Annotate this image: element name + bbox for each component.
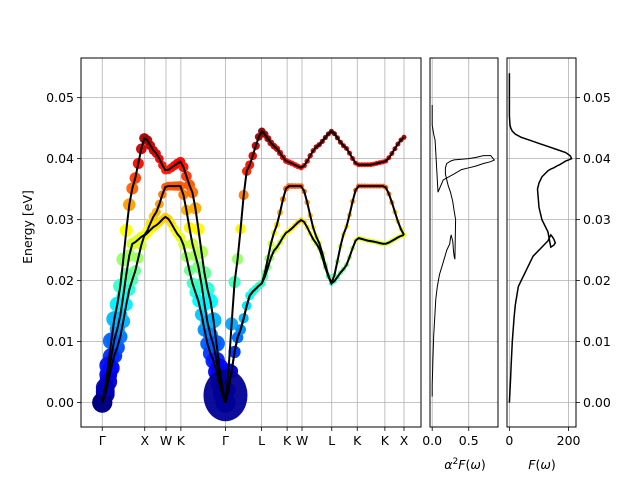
dispersion-x-tick-label: K (177, 433, 186, 448)
dispersion-y-tick-label: 0.05 (46, 90, 74, 105)
dispersion-lines (101, 129, 405, 403)
dos-y-tick-label: 0.03 (583, 212, 611, 227)
dispersion-x-tick-label: Γ (222, 433, 229, 448)
dos-y-tick-label: 0.04 (583, 151, 611, 166)
dispersion-x-tick-label: Γ (99, 433, 106, 448)
dispersion-branch-line (101, 215, 227, 403)
dos-y-tick-label: 0.01 (583, 334, 611, 349)
dos-grid (507, 58, 576, 427)
dispersion-y-tick-label: 0.01 (46, 334, 74, 349)
dispersion-x-tick-label: W (296, 433, 308, 448)
dispersion-x-tick-label: L (328, 433, 335, 448)
dispersion-y-ticks: 0.00 0.01 0.02 0.03 0.04 0.05 (46, 90, 81, 410)
x-tick-label: 200 (557, 433, 581, 448)
dispersion-x-tick-label: W (160, 433, 172, 448)
dispersion-y-tick-label: 0.02 (46, 273, 74, 288)
eliashberg-line (431, 105, 496, 397)
eliashberg-x-ticks: 0.0 0.5 (422, 427, 479, 448)
dispersion-x-tick-label: X (400, 433, 409, 448)
dispersion-y-tick-label: 0.04 (46, 151, 74, 166)
dos-y-tick-label: 0.00 (583, 395, 611, 410)
eliashberg-frame (429, 57, 499, 428)
dispersion-x-tick-label: L (258, 433, 265, 448)
dos-panel: 0 200 0.00 0.01 0.02 0.03 0.04 0.05 F(ω) (505, 57, 611, 472)
x-tick-label: 0.0 (422, 433, 442, 448)
dispersion-x-tick-label: K (353, 433, 362, 448)
dispersion-x-tick-label: K (381, 433, 390, 448)
dos-x-axis-label: F(ω) (528, 457, 555, 472)
dos-y-tick-label: 0.05 (583, 90, 611, 105)
dos-y-tick-label: 0.02 (583, 273, 611, 288)
dispersion-branch-line (101, 136, 227, 403)
eliashberg-x-axis-label: α2F(ω) (444, 457, 485, 472)
dos-y-ticks: 0.00 0.01 0.02 0.03 0.04 0.05 (576, 90, 611, 410)
dos-x-ticks: 0 200 (505, 427, 581, 448)
dispersion-branch-line (224, 185, 405, 403)
dispersion-y-axis-label: Energy [eV] (20, 190, 35, 264)
dispersion-branch-line (101, 185, 227, 403)
dispersion-y-tick-label: 0.03 (46, 212, 74, 227)
dispersion-frame (80, 57, 422, 428)
dos-line (508, 73, 573, 403)
dispersion-branch-line (224, 129, 405, 403)
x-tick-label: 0.5 (459, 433, 479, 448)
dispersion-x-tick-label: K (283, 433, 292, 448)
eliashberg-panel: 0.0 0.5 α2F(ω) (422, 57, 499, 472)
dispersion-x-tick-label: X (140, 433, 149, 448)
dispersion-bubble (92, 392, 113, 413)
x-tick-label: 0 (505, 433, 513, 448)
dispersion-y-tick-label: 0.00 (46, 395, 74, 410)
dos-frame (506, 57, 577, 428)
